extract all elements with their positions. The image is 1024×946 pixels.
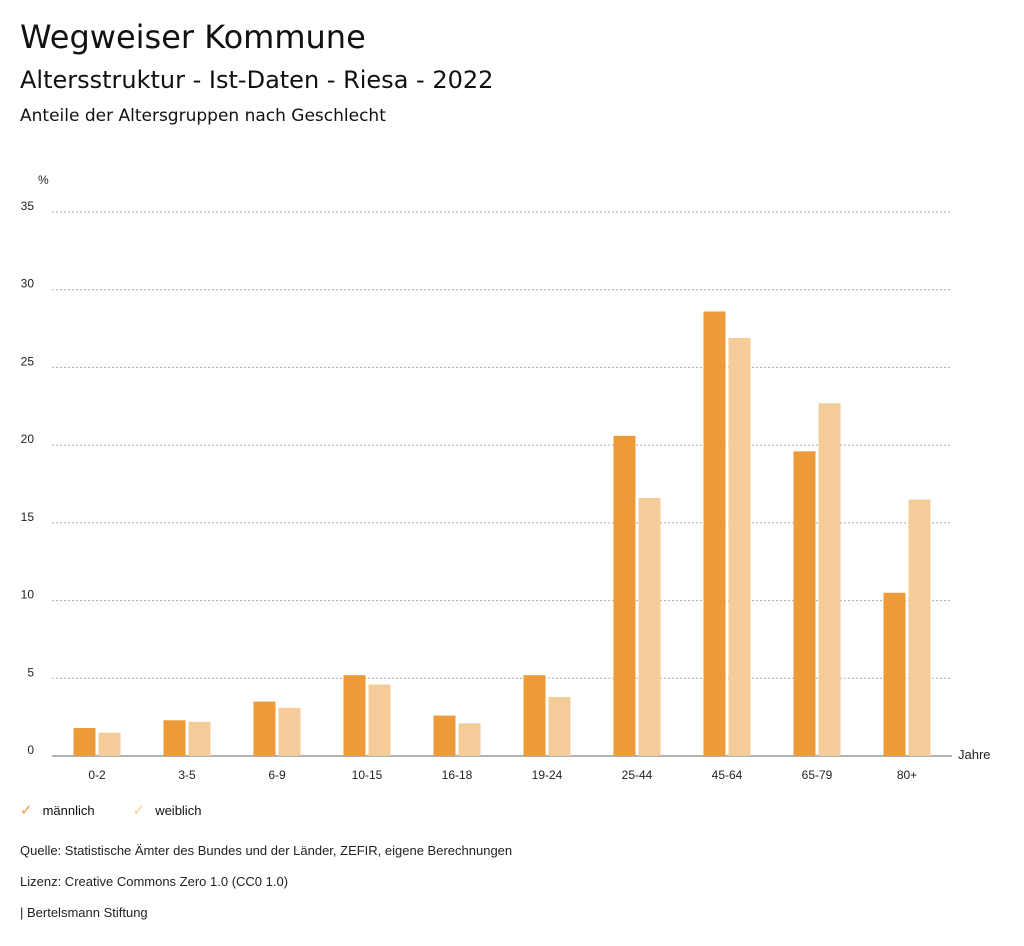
y-tick-label: 10 — [21, 588, 35, 602]
bar-maennlich-16-18[interactable] — [433, 715, 456, 756]
bar-maennlich-45-64[interactable] — [703, 311, 726, 756]
bar-maennlich-25-44[interactable] — [613, 435, 636, 756]
x-tick-label: 3-5 — [178, 768, 196, 782]
publisher-note: | Bertelsmann Stiftung — [20, 905, 148, 920]
chart-subtitle: Altersstruktur - Ist-Daten - Riesa - 202… — [20, 66, 494, 94]
x-tick-label: 80+ — [897, 768, 917, 782]
x-axis-label: Jahre — [958, 747, 991, 762]
license-note: Lizenz: Creative Commons Zero 1.0 (CC0 1… — [20, 874, 289, 889]
bar-chart: 0 5 10 15 20 25 30 35 0-2 3-5 6-9 10-15 16-18 19-24 2… — [21, 173, 991, 782]
x-tick-label: 65-79 — [802, 768, 833, 782]
legend-item-maennlich[interactable]: ✓ männlich — [20, 803, 95, 818]
chart-description: Anteile der Altersgruppen nach Geschlech… — [20, 106, 386, 126]
check-icon: ✓ — [20, 802, 33, 819]
check-icon: ✓ — [132, 802, 146, 819]
page-title: Wegweiser Kommune — [20, 18, 366, 56]
bar-weiblich-10-15[interactable] — [368, 684, 391, 756]
bar-weiblich-3-5[interactable] — [188, 721, 211, 756]
bar-maennlich-19-24[interactable] — [523, 675, 546, 756]
legend-item-weiblich[interactable]: ✓ weiblich — [133, 803, 202, 818]
bar-weiblich-6-9[interactable] — [278, 707, 301, 756]
x-axis-ticks: 0-2 3-5 6-9 10-15 16-18 19-24 25-44 45-64 65-79 8… — [88, 768, 917, 782]
x-tick-label: 25-44 — [622, 768, 653, 782]
x-tick-label: 6-9 — [268, 768, 286, 782]
x-tick-label: 0-2 — [88, 768, 106, 782]
y-axis-ticks: 0 5 10 15 20 25 30 35 — [21, 199, 35, 757]
legend-label: männlich — [42, 803, 95, 818]
bars — [73, 311, 931, 756]
bar-maennlich-0-2[interactable] — [73, 728, 96, 756]
y-tick-label: 20 — [21, 432, 35, 446]
bar-weiblich-80+[interactable] — [908, 499, 931, 756]
y-tick-label: 5 — [27, 665, 34, 679]
y-tick-label: 35 — [21, 199, 35, 213]
bar-maennlich-65-79[interactable] — [793, 451, 816, 756]
bar-maennlich-80+[interactable] — [883, 592, 906, 756]
x-tick-label: 45-64 — [712, 768, 743, 782]
x-tick-label: 10-15 — [352, 768, 383, 782]
x-tick-label: 16-18 — [442, 768, 473, 782]
bar-weiblich-19-24[interactable] — [548, 696, 571, 756]
bar-weiblich-25-44[interactable] — [638, 497, 661, 756]
legend: ✓ männlich ✓ weiblich — [20, 803, 201, 818]
y-axis-label: % — [38, 173, 49, 187]
grid-lines — [52, 211, 952, 757]
bar-weiblich-65-79[interactable] — [818, 403, 841, 756]
bar-weiblich-0-2[interactable] — [98, 732, 121, 756]
y-tick-label: 30 — [21, 277, 35, 291]
bar-maennlich-3-5[interactable] — [163, 720, 186, 756]
bar-weiblich-45-64[interactable] — [728, 337, 751, 756]
x-tick-label: 19-24 — [532, 768, 563, 782]
bar-maennlich-6-9[interactable] — [253, 701, 276, 756]
bar-weiblich-16-18[interactable] — [458, 723, 481, 756]
y-tick-label: 25 — [21, 354, 35, 368]
legend-label: weiblich — [155, 803, 202, 818]
y-tick-label: 0 — [27, 743, 34, 757]
bar-maennlich-10-15[interactable] — [343, 675, 366, 756]
y-tick-label: 15 — [21, 510, 35, 524]
source-note: Quelle: Statistische Ämter des Bundes un… — [20, 843, 513, 858]
